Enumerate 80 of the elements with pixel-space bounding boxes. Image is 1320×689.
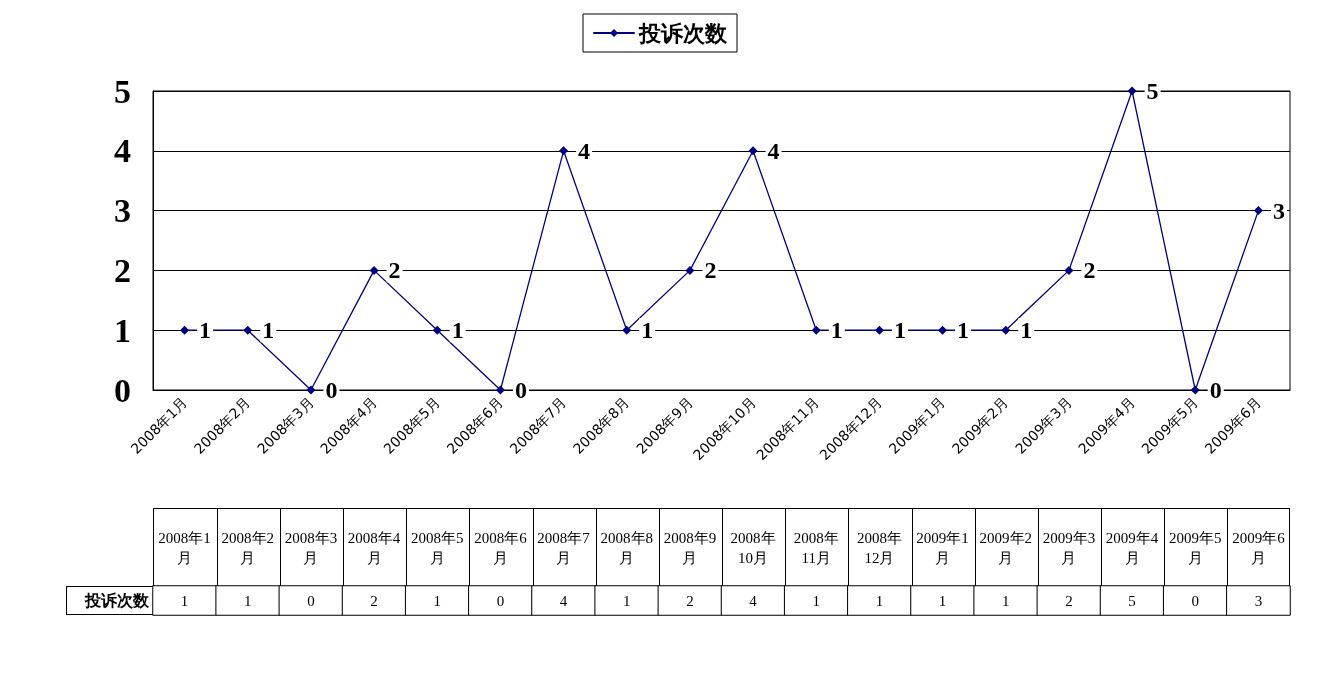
data-label: 2	[1083, 257, 1096, 284]
point	[559, 146, 569, 156]
data-label: 1	[938, 592, 947, 609]
y-tick-label: 5	[114, 72, 131, 110]
data-label: 1	[875, 592, 884, 609]
x-tick-label: 2008年8月	[600, 530, 653, 566]
x-tick-label: 2009年2月	[979, 530, 1032, 566]
x-tick-label: 2008年9月	[663, 530, 717, 566]
data-label: 2	[704, 257, 717, 284]
data-label: 4	[578, 137, 591, 164]
data-label: 5	[1146, 78, 1159, 104]
data-label: 1	[199, 317, 212, 344]
data-label: 2	[388, 257, 401, 284]
data-label: 1	[812, 592, 820, 609]
y-tick-label: 2	[114, 251, 131, 289]
point	[938, 325, 948, 335]
point	[1001, 325, 1011, 335]
data-label: 0	[325, 377, 338, 403]
data-label: 0	[496, 592, 505, 609]
data-label: 1	[830, 317, 843, 344]
data-label: 1	[1002, 592, 1010, 609]
point	[748, 146, 758, 156]
point	[243, 325, 253, 335]
point	[432, 325, 442, 335]
data-label: 0	[307, 592, 315, 609]
data-label: 5	[1128, 592, 1136, 609]
x-tick-label: 2008年4月	[347, 530, 401, 566]
data-label: 1	[262, 317, 275, 344]
point	[622, 325, 632, 335]
point	[811, 325, 821, 335]
data-label: 4	[559, 592, 568, 609]
point	[306, 385, 316, 395]
data-label: 1	[623, 592, 631, 609]
y-tick-label: 投诉次数	[84, 591, 150, 610]
data-label: 4	[749, 592, 758, 609]
data-label: 3	[1254, 592, 1263, 609]
x-tick-label: 2008年7月	[537, 530, 591, 566]
data-label: 2	[686, 592, 694, 609]
x-tick-label: 2009年3月	[1042, 530, 1096, 566]
point	[874, 325, 884, 335]
data-label: 1	[451, 317, 464, 344]
y-tick-label: 0	[114, 371, 131, 409]
data-label: 1	[244, 592, 252, 609]
data-label: 2	[370, 592, 378, 609]
data-label: 1	[180, 592, 189, 609]
data-label: 1	[893, 317, 906, 344]
x-tick-label: 2009年4月	[1105, 530, 1159, 566]
data-label: 0	[514, 377, 527, 403]
point	[1190, 385, 1200, 395]
x-tick-label: 2008年5月	[411, 530, 464, 566]
point	[1127, 86, 1137, 96]
data-label: 3	[1272, 197, 1285, 224]
point	[685, 265, 695, 275]
data-label: 1	[433, 592, 441, 609]
x-tick-label: 2009年1月	[916, 530, 969, 566]
data-label: 1	[1020, 317, 1033, 344]
x-tick-label: 2008年3月	[284, 530, 338, 566]
data-label: 1	[957, 317, 970, 344]
x-tick-label: 2009年5月	[1169, 530, 1222, 566]
point	[369, 265, 379, 275]
point	[495, 385, 505, 395]
x-tick-label: 2008年12月	[856, 530, 902, 566]
point	[1253, 206, 1263, 216]
x-tick-label: 2008年1月	[158, 530, 211, 566]
y-tick-label: 1	[114, 311, 131, 349]
x-tick-label: 2009年6月	[1232, 530, 1286, 566]
x-tick-label: 2008年2月	[221, 530, 274, 566]
data-label: 4	[767, 137, 780, 164]
legend-label: 投诉次数	[638, 20, 728, 46]
y-tick-label: 4	[114, 132, 131, 170]
data-label: 2	[1065, 592, 1073, 609]
point	[180, 325, 190, 335]
x-tick-label: 2008年11月	[793, 530, 839, 566]
point	[1064, 265, 1074, 275]
x-tick-label: 2008年6月	[474, 530, 528, 566]
y-tick-label: 3	[114, 192, 131, 230]
data-label: 0	[1191, 592, 1199, 609]
data-label: 1	[641, 317, 654, 344]
x-tick-label: 2008年10月	[730, 530, 776, 566]
data-label: 0	[1209, 377, 1222, 403]
